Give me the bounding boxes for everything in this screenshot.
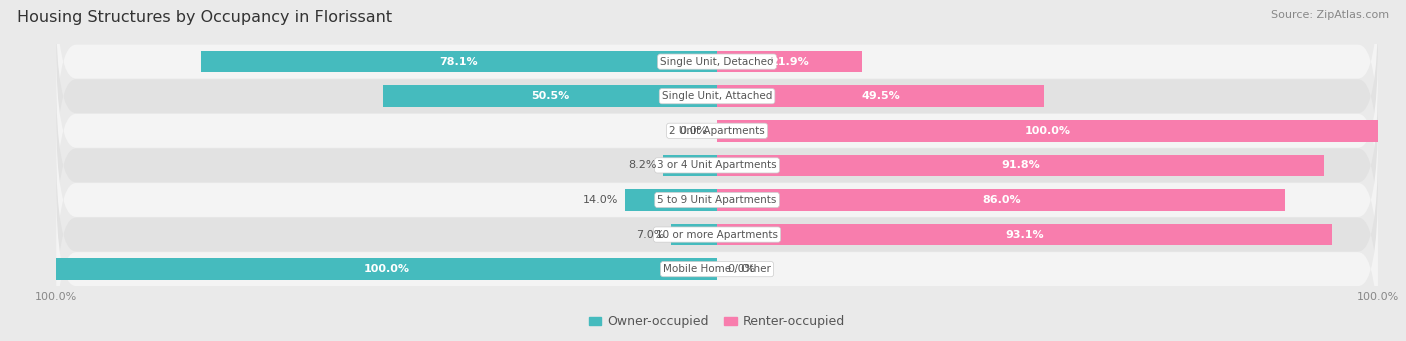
FancyBboxPatch shape bbox=[56, 0, 1378, 148]
Text: 93.1%: 93.1% bbox=[1005, 229, 1045, 240]
Bar bbox=[662, 155, 717, 176]
Legend: Owner-occupied, Renter-occupied: Owner-occupied, Renter-occupied bbox=[583, 310, 851, 333]
Text: 8.2%: 8.2% bbox=[627, 160, 657, 170]
FancyBboxPatch shape bbox=[56, 148, 1378, 321]
Bar bbox=[56, 258, 717, 280]
Bar bbox=[384, 86, 717, 107]
Text: 0.0%: 0.0% bbox=[679, 126, 707, 136]
Text: Housing Structures by Occupancy in Florissant: Housing Structures by Occupancy in Flori… bbox=[17, 10, 392, 25]
Bar bbox=[717, 120, 1378, 142]
FancyBboxPatch shape bbox=[56, 113, 1378, 287]
FancyBboxPatch shape bbox=[56, 44, 1378, 218]
Text: 78.1%: 78.1% bbox=[440, 57, 478, 66]
Text: 5 to 9 Unit Apartments: 5 to 9 Unit Apartments bbox=[658, 195, 776, 205]
Bar bbox=[717, 189, 1285, 211]
Text: 49.5%: 49.5% bbox=[862, 91, 900, 101]
Text: 14.0%: 14.0% bbox=[582, 195, 617, 205]
Text: Single Unit, Detached: Single Unit, Detached bbox=[661, 57, 773, 66]
Text: 10 or more Apartments: 10 or more Apartments bbox=[657, 229, 778, 240]
Bar bbox=[717, 224, 1333, 245]
Text: 100.0%: 100.0% bbox=[364, 264, 409, 274]
Text: 91.8%: 91.8% bbox=[1001, 160, 1040, 170]
FancyBboxPatch shape bbox=[56, 10, 1378, 183]
Bar bbox=[717, 86, 1045, 107]
Bar bbox=[717, 155, 1323, 176]
Text: 50.5%: 50.5% bbox=[531, 91, 569, 101]
Bar bbox=[671, 224, 717, 245]
Text: 100.0%: 100.0% bbox=[1025, 126, 1070, 136]
Text: Mobile Home / Other: Mobile Home / Other bbox=[664, 264, 770, 274]
Text: 21.9%: 21.9% bbox=[770, 57, 808, 66]
Text: 0.0%: 0.0% bbox=[727, 264, 755, 274]
Bar bbox=[201, 51, 717, 72]
Text: 86.0%: 86.0% bbox=[981, 195, 1021, 205]
FancyBboxPatch shape bbox=[56, 182, 1378, 341]
FancyBboxPatch shape bbox=[56, 78, 1378, 252]
Text: 7.0%: 7.0% bbox=[636, 229, 664, 240]
Text: Source: ZipAtlas.com: Source: ZipAtlas.com bbox=[1271, 10, 1389, 20]
Bar bbox=[717, 51, 862, 72]
Bar bbox=[624, 189, 717, 211]
Text: Single Unit, Attached: Single Unit, Attached bbox=[662, 91, 772, 101]
Text: 3 or 4 Unit Apartments: 3 or 4 Unit Apartments bbox=[657, 160, 778, 170]
Text: 2 Unit Apartments: 2 Unit Apartments bbox=[669, 126, 765, 136]
